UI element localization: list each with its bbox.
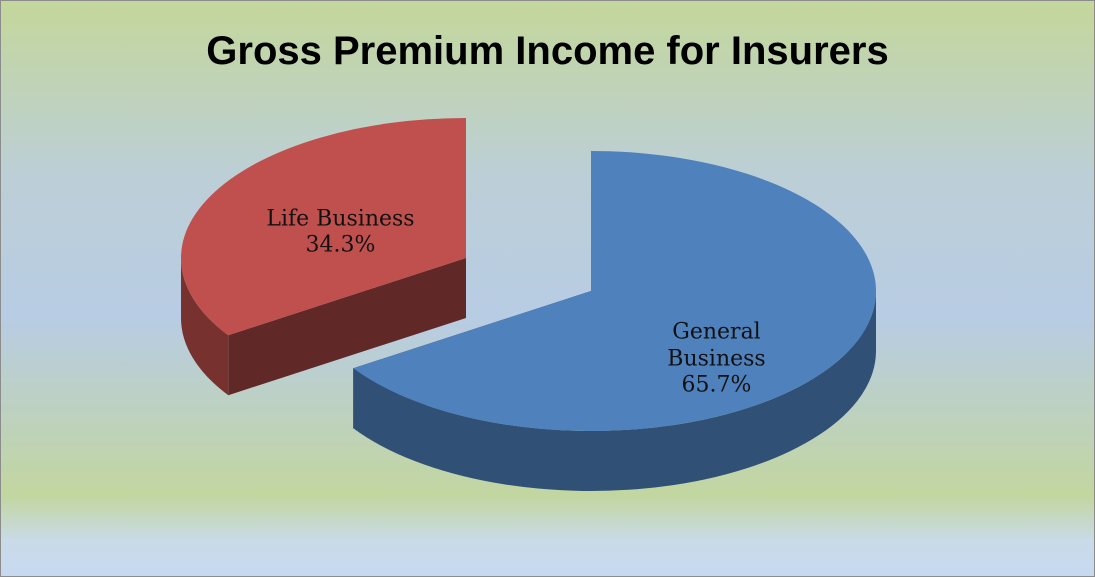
slice [181,118,466,336]
data-label: Life Business 34.3% [240,206,440,259]
slice-label: Life Business [266,206,415,232]
slice [353,151,876,431]
value-label: 34.3% [305,232,376,258]
value-label: 65.7% [681,372,752,398]
slice-label: General Business [667,319,766,371]
chart-title: Gross Premium Income for Insurers [206,29,889,73]
slice-cut-face [228,258,466,396]
slice-side [353,291,876,491]
slice-side [181,258,229,396]
data-label: General Business 65.7% [647,320,787,399]
